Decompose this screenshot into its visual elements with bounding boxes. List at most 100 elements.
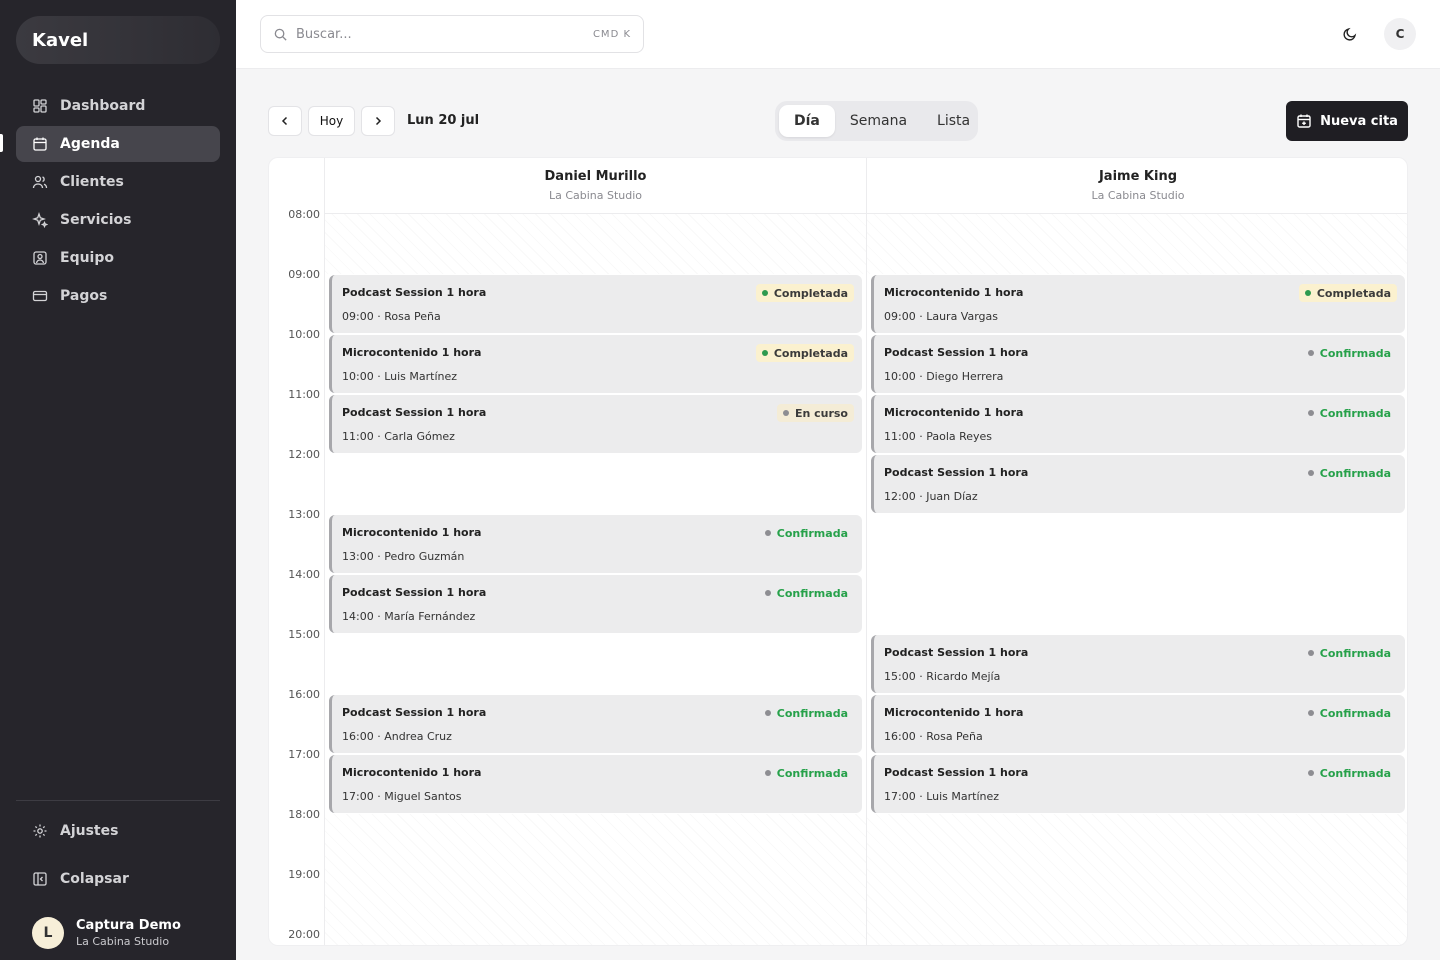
prev-day-button[interactable] [268, 106, 302, 136]
appointment-card[interactable]: Podcast Session 1 hora 17:00 · Luis Martí… [871, 755, 1405, 813]
appointment-title: Podcast Session 1 hora [342, 586, 487, 599]
status-dot-icon [1304, 290, 1311, 296]
appointment-card[interactable]: Podcast Session 1 hora 14:00 · María Fern… [329, 575, 862, 633]
appointment-card[interactable]: Microcontenido 1 hora 17:00 · Miguel Sant… [329, 755, 862, 813]
appointment-card[interactable]: Podcast Session 1 hora 16:00 · Andrea Cru… [329, 695, 862, 753]
status-dot-icon [1307, 410, 1314, 416]
appointment-time: 12:00 [884, 490, 916, 503]
separator: · [915, 310, 927, 323]
appointment-client: Juan Díaz [926, 490, 978, 503]
status-dot-icon [761, 290, 768, 296]
today-button[interactable]: Hoy [308, 106, 355, 136]
chevron-left-icon [281, 116, 288, 126]
appointment-time: 16:00 [884, 730, 916, 743]
status-dot-icon [764, 710, 771, 716]
separator: · [373, 370, 385, 383]
staff-name: Daniel Murillo [544, 169, 647, 184]
tab-semana[interactable]: Semana [849, 113, 908, 129]
status-badge: Confirmada [1302, 704, 1397, 722]
status-badge: Completada [755, 284, 854, 302]
brand-logo[interactable]: Kavel [16, 16, 220, 64]
appointment-client: Miguel Santos [384, 790, 462, 803]
appointment-client: Pedro Guzmán [384, 550, 465, 563]
appointment-card[interactable]: Microcontenido 1 hora 13:00 · Pedro Guzmá… [329, 515, 862, 573]
time-label: 18:00 [288, 808, 320, 821]
settings-button[interactable]: Ajustes [16, 813, 220, 849]
appointment-card[interactable]: Podcast Session 1 hora 09:00 · Rosa Peña C… [329, 275, 862, 333]
account-avatar[interactable]: C [1384, 18, 1416, 50]
appointment-card[interactable]: Podcast Session 1 hora 10:00 · Diego Herr… [871, 335, 1405, 393]
time-axis: 08:00 09:00 10:00 11:00 12:00 13:00 14:00 15:00… [269, 158, 325, 945]
sidebar-item-pagos[interactable]: Pagos [16, 278, 220, 314]
time-label: 09:00 [288, 268, 320, 281]
status-badge: Confirmada [1302, 644, 1397, 662]
time-label: 08:00 [288, 208, 320, 221]
chevron-right-icon [375, 116, 382, 126]
sidebar-nav: Dashboard Agenda Clientes Servicios Equi… [16, 88, 220, 316]
status-dot-icon [1307, 650, 1314, 656]
avatar: L [32, 917, 64, 949]
separator: · [915, 730, 927, 743]
sidebar-item-label: Equipo [60, 250, 114, 266]
moon-icon [1343, 27, 1357, 41]
appointment-time: 14:00 [342, 610, 374, 623]
appointment-time-client: 17:00 · Luis Martínez [884, 790, 999, 803]
appointment-time-client: 09:00 · Laura Vargas [884, 310, 998, 323]
status-label: Confirmada [776, 526, 848, 540]
search-shortcut: CMD K [592, 28, 631, 40]
separator: · [915, 790, 927, 803]
calendar-plus-icon [1297, 114, 1311, 128]
calendar-icon [33, 137, 47, 151]
tab-dia[interactable]: Día [779, 105, 835, 137]
appointment-card[interactable]: Microcontenido 1 hora 09:00 · Laura Varga… [871, 275, 1405, 333]
collapse-button[interactable]: Colapsar [16, 861, 220, 897]
status-badge: Confirmada [1302, 464, 1397, 482]
appointment-card[interactable]: Podcast Session 1 hora 12:00 · Juan Díaz C… [871, 455, 1405, 513]
next-day-button[interactable] [361, 106, 395, 136]
new-appointment-label: Nueva cita [1320, 113, 1398, 129]
user-profile[interactable]: L Captura Demo La Cabina Studio [32, 917, 181, 949]
time-label: 14:00 [288, 568, 320, 581]
sidebar-item-servicios[interactable]: Servicios [16, 202, 220, 238]
appointment-time: 11:00 [342, 430, 374, 443]
separator: · [915, 490, 927, 503]
new-appointment-button[interactable]: Nueva cita [1286, 101, 1408, 141]
search-input[interactable]: Buscar... CMD K [260, 15, 644, 53]
collapse-label: Colapsar [60, 871, 129, 887]
status-label: Confirmada [1319, 706, 1391, 720]
appointment-client: Luis Martínez [384, 370, 458, 383]
sidebar-item-dashboard[interactable]: Dashboard [16, 88, 220, 124]
appointment-client: Andrea Cruz [384, 730, 452, 743]
appointment-title: Podcast Session 1 hora [884, 466, 1029, 479]
appointment-card[interactable]: Microcontenido 1 hora 11:00 · Paola Reyes… [871, 395, 1405, 453]
appointment-card[interactable]: Podcast Session 1 hora 15:00 · Ricardo Me… [871, 635, 1405, 693]
appointment-card[interactable]: Microcontenido 1 hora 16:00 · Rosa Peña Co… [871, 695, 1405, 753]
appointment-time-client: 09:00 · Rosa Peña [342, 310, 441, 323]
separator: · [373, 730, 385, 743]
column-header: Jaime King La Cabina Studio [867, 158, 1407, 214]
appointment-title: Podcast Session 1 hora [342, 706, 487, 719]
separator: · [373, 550, 385, 563]
sidebar-item-equipo[interactable]: Equipo [16, 240, 220, 276]
status-label: Confirmada [776, 766, 848, 780]
appointment-client: Rosa Peña [384, 310, 441, 323]
sidebar-item-label: Pagos [60, 288, 108, 304]
separator: · [373, 790, 385, 803]
time-label: 11:00 [288, 388, 320, 401]
view-switcher: Día Semana Lista [775, 101, 978, 141]
column-body[interactable]: Microcontenido 1 hora 09:00 · Laura Varga… [867, 214, 1407, 945]
sidebar-item-clientes[interactable]: Clientes [16, 164, 220, 200]
tab-lista[interactable]: Lista [937, 113, 971, 129]
status-label: Confirmada [1319, 766, 1391, 780]
status-badge: Completada [755, 344, 854, 362]
appointment-client: Paola Reyes [926, 430, 993, 443]
appointment-client: Diego Herrera [926, 370, 1004, 383]
status-badge: Confirmada [759, 764, 854, 782]
theme-toggle-button[interactable] [1336, 22, 1364, 46]
column-body[interactable]: Podcast Session 1 hora 09:00 · Rosa Peña C… [325, 214, 866, 945]
sidebar-item-label: Clientes [60, 174, 124, 190]
appointment-card[interactable]: Podcast Session 1 hora 11:00 · Carla Góme… [329, 395, 862, 453]
appointment-time-client: 15:00 · Ricardo Mejía [884, 670, 1000, 683]
sidebar-item-agenda[interactable]: Agenda [16, 126, 220, 162]
appointment-card[interactable]: Microcontenido 1 hora 10:00 · Luis Martín… [329, 335, 862, 393]
